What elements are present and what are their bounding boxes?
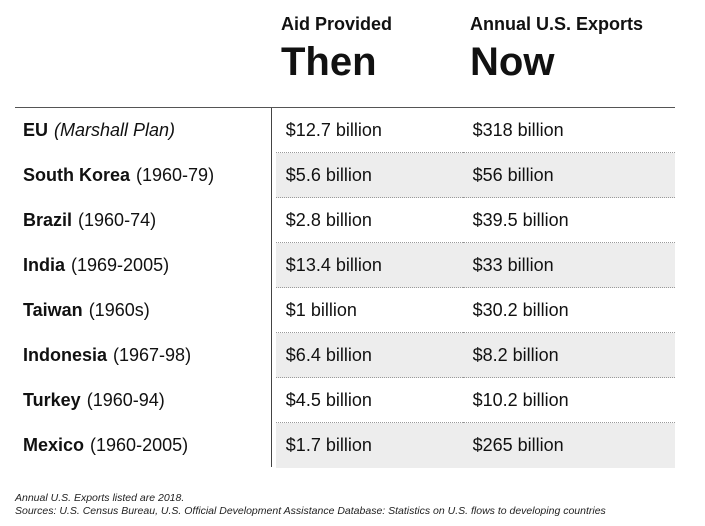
table-row: Brazil (1960-74) $2.8 billion $39.5 billion <box>15 198 675 243</box>
exports-now-value: $10.2 billion <box>462 378 675 423</box>
table-row: Indonesia (1967-98) $6.4 billion $8.2 billi… <box>15 333 675 378</box>
table-row: EU (Marshall Plan) $12.7 billion $318 billi… <box>15 108 675 153</box>
header-divider <box>15 107 675 108</box>
aid-exports-table: EU (Marshall Plan) $12.7 billion $318 billi… <box>15 108 675 468</box>
aid-then-value: $13.4 billion <box>275 243 463 288</box>
country-name: Mexico <box>23 435 85 455</box>
table-row: South Korea (1960-79) $5.6 billion $56 bill… <box>15 153 675 198</box>
table-row: Taiwan (1960s) $1 billion $30.2 billion <box>15 288 675 333</box>
exports-now-value: $265 billion <box>462 423 675 468</box>
table-row: Mexico (1960-2005) $1.7 billion $265 billio… <box>15 423 675 468</box>
country-cell: South Korea (1960-79) <box>15 153 276 198</box>
aid-then-value: $1 billion <box>275 288 463 333</box>
aid-period: (1960-2005) <box>90 435 189 455</box>
country-cell: Mexico (1960-2005) <box>15 423 276 468</box>
aid-period: (Marshall Plan) <box>54 120 176 140</box>
aid-then-value: $2.8 billion <box>275 198 463 243</box>
then-column-header: Aid Provided Then <box>281 0 392 84</box>
now-subhead: Annual U.S. Exports <box>470 14 644 34</box>
footnote-line-1: Annual U.S. Exports listed are 2018. <box>15 492 185 504</box>
footnote: Annual U.S. Exports listed are 2018. Sou… <box>15 492 606 518</box>
country-cell: Brazil (1960-74) <box>15 198 276 243</box>
exports-now-value: $30.2 billion <box>462 288 675 333</box>
country-name: Turkey <box>23 390 81 410</box>
aid-period: (1960s) <box>88 300 150 320</box>
country-name: South Korea <box>23 165 131 185</box>
country-name: Indonesia <box>23 345 108 365</box>
country-cell: Taiwan (1960s) <box>15 288 276 333</box>
country-cell: India (1969-2005) <box>15 243 276 288</box>
country-name: Taiwan <box>23 300 83 320</box>
exports-now-value: $33 billion <box>462 243 675 288</box>
column-divider <box>271 108 272 467</box>
aid-then-value: $12.7 billion <box>275 108 463 153</box>
table-row: Turkey (1960-94) $4.5 billion $10.2 billion <box>15 378 675 423</box>
country-name: EU <box>23 120 49 140</box>
aid-then-value: $4.5 billion <box>275 378 463 423</box>
table-row: India (1969-2005) $13.4 billion $33 billion <box>15 243 675 288</box>
exports-now-value: $56 billion <box>462 153 675 198</box>
aid-period: (1960-79) <box>136 165 215 185</box>
aid-period: (1969-2005) <box>71 255 170 275</box>
footnote-line-2: Sources: U.S. Census Bureau, U.S. Offici… <box>15 505 606 517</box>
country-name: India <box>23 255 66 275</box>
country-name: Brazil <box>23 210 73 230</box>
exports-now-value: $318 billion <box>462 108 675 153</box>
country-cell: Turkey (1960-94) <box>15 378 276 423</box>
aid-period: (1960-74) <box>78 210 157 230</box>
exports-now-value: $8.2 billion <box>462 333 675 378</box>
country-cell: EU (Marshall Plan) <box>15 108 276 153</box>
aid-then-value: $1.7 billion <box>275 423 463 468</box>
exports-now-value: $39.5 billion <box>462 198 675 243</box>
aid-then-value: $6.4 billion <box>275 333 463 378</box>
then-subhead: Aid Provided <box>281 14 393 34</box>
country-cell: Indonesia (1967-98) <box>15 333 276 378</box>
now-column-header: Annual U.S. Exports Now <box>470 0 643 84</box>
now-title: Now <box>470 40 555 84</box>
aid-period: (1967-98) <box>113 345 192 365</box>
aid-period: (1960-94) <box>86 390 165 410</box>
then-title: Then <box>281 40 377 84</box>
aid-then-value: $5.6 billion <box>275 153 463 198</box>
